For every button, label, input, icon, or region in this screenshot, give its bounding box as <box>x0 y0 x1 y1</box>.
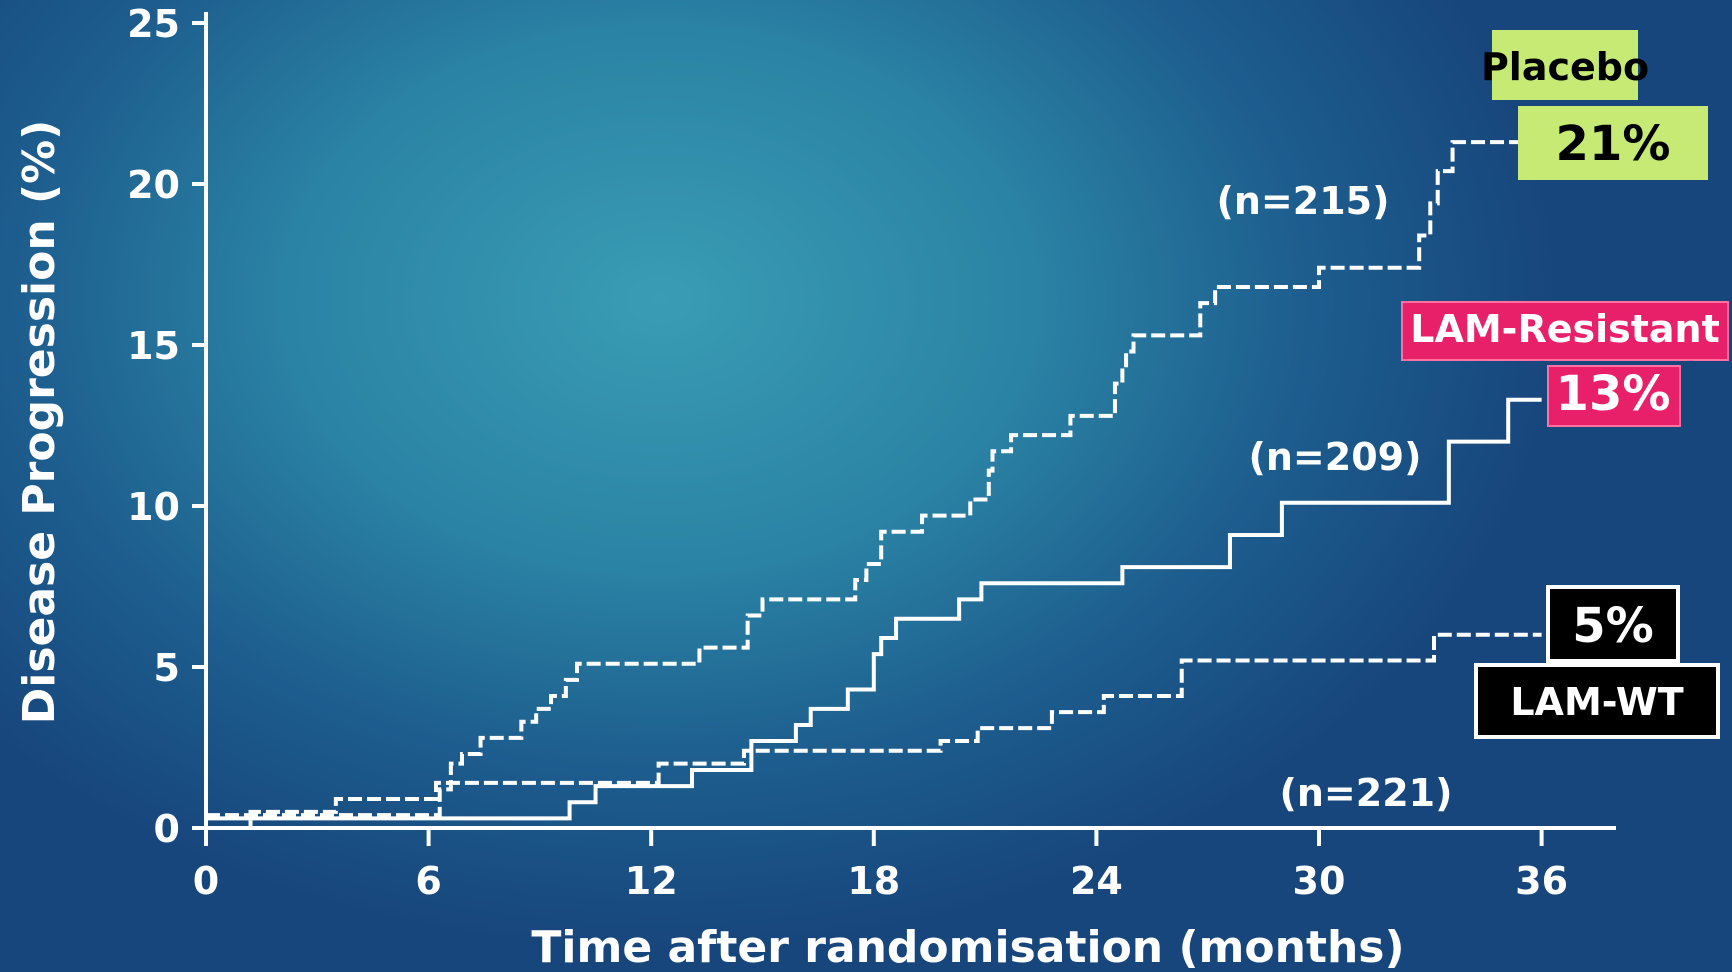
y-tick-label: 20 <box>127 163 180 207</box>
series-line-lam-resistant <box>206 397 1542 821</box>
legend-lam-wt: 5% LAM-WT <box>1474 585 1720 739</box>
y-tick-label: 10 <box>127 485 180 529</box>
legend-lam-wt-percent-box <box>1546 585 1680 663</box>
x-tick-label: 36 <box>1515 859 1568 903</box>
legend-lam-resistant-percent: 13% <box>1556 366 1671 422</box>
legend-placebo-name: Placebo <box>1481 45 1649 89</box>
legend-placebo-percent-box <box>1518 106 1708 180</box>
series-line-placebo <box>206 140 1542 818</box>
legend-placebo-name-box <box>1492 30 1638 100</box>
x-tick-label: 30 <box>1293 859 1346 903</box>
y-tick-label: 15 <box>127 324 180 368</box>
legend-lam-resistant-name: LAM-Resistant <box>1410 307 1720 351</box>
y-axis-title: Disease Progression (%) <box>14 120 65 725</box>
series-line-lam-wt <box>206 632 1542 830</box>
legend-lam-resistant-percent-box <box>1547 365 1681 427</box>
x-tick-label: 0 <box>193 859 219 903</box>
legend-lam-wt-percent: 5% <box>1572 598 1654 654</box>
legend-lam-wt-name: LAM-WT <box>1510 680 1683 724</box>
x-axis-title: Time after randomisation (months) <box>531 922 1404 972</box>
y-tick-label: 0 <box>154 807 180 851</box>
x-tick-label: 24 <box>1070 859 1123 903</box>
x-tick-label: 6 <box>415 859 441 903</box>
n-label-lam-resistant: (n=209) <box>1249 435 1422 479</box>
legend-lam-resistant: LAM-Resistant 13% <box>1401 301 1729 427</box>
legend-placebo: Placebo 21% <box>1481 30 1708 180</box>
legend-lam-resistant-name-box <box>1401 301 1729 361</box>
x-tick-label: 18 <box>847 859 900 903</box>
n-label-placebo: (n=215) <box>1217 179 1390 223</box>
y-tick-label: 25 <box>127 2 180 46</box>
y-tick-label: 5 <box>154 646 180 690</box>
legend-placebo-percent: 21% <box>1556 116 1671 172</box>
x-tick-label: 12 <box>625 859 678 903</box>
legend-lam-wt-name-box <box>1474 663 1720 739</box>
n-label-lam-wt: (n=221) <box>1280 771 1453 815</box>
